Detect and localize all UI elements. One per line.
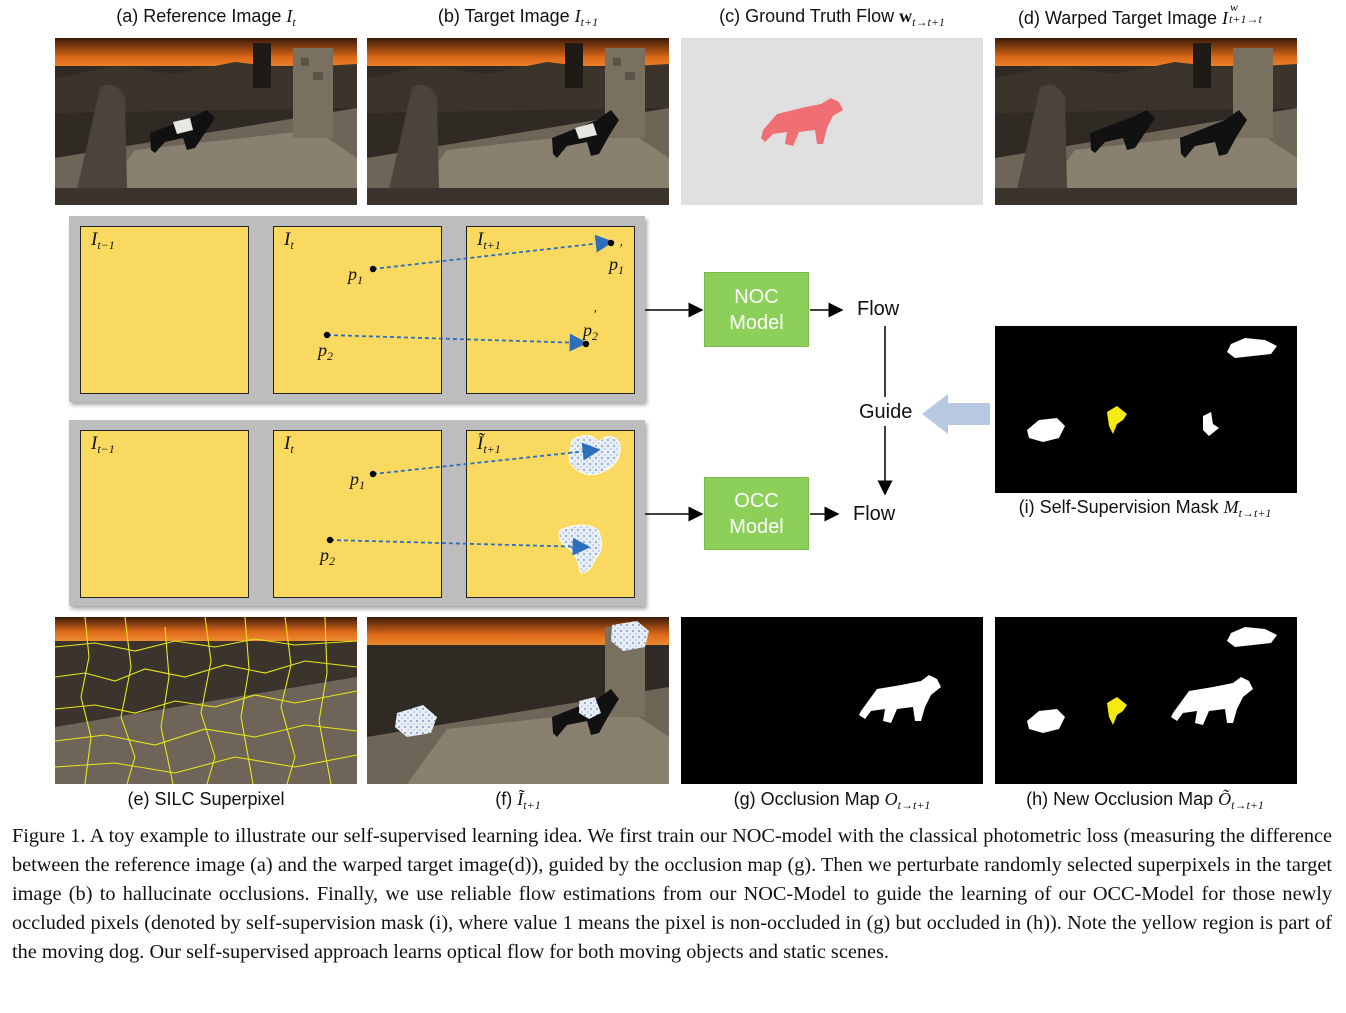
caption-a: (a) Reference Image It bbox=[116, 6, 296, 29]
caption-g: (g) Occlusion Map Ot→t+1 bbox=[733, 789, 931, 812]
frame-top-next: It+1 bbox=[466, 226, 635, 394]
diagram-overlay bbox=[323, 234, 990, 574]
top-p1-label: p1 bbox=[348, 264, 363, 287]
top-p1-flow-arrow bbox=[372, 234, 614, 270]
occlusion-map bbox=[681, 617, 983, 784]
frame-top-prev-label: It−1 bbox=[91, 229, 115, 252]
figure-caption: Figure 1. A toy example to illustrate ou… bbox=[12, 825, 1332, 963]
frame-bottom-prev-label: It−1 bbox=[91, 433, 115, 456]
guide-label: Guide bbox=[859, 401, 913, 423]
perturbed-target-image bbox=[367, 617, 669, 784]
noc-model-box: NOC Model bbox=[704, 272, 809, 347]
frame-top-prev: It−1 bbox=[80, 226, 249, 394]
bottom-p1-label: p1 bbox=[350, 469, 365, 492]
frame-bottom-prev: It−1 bbox=[80, 430, 249, 598]
top-p2-label: p2 bbox=[318, 340, 333, 363]
bottom-p1-flow-arrow bbox=[372, 442, 601, 475]
occlusion-blob-1 bbox=[568, 435, 621, 476]
warped-target-image bbox=[995, 38, 1297, 205]
new-occlusion-map bbox=[995, 617, 1297, 784]
flow-label-bottom: Flow bbox=[853, 503, 896, 525]
caption-i: (i) Self-Supervision Mask Mt→t+1 bbox=[1018, 497, 1272, 520]
caption-c: (c) Ground Truth Flow wt→t+1 bbox=[719, 6, 945, 29]
top-p2prime-label: p2 ′ bbox=[583, 308, 598, 343]
self-supervision-mask bbox=[995, 326, 1297, 493]
target-image bbox=[367, 38, 669, 205]
frame-bottom-curr: It bbox=[273, 430, 442, 598]
frame-top-next-label: It+1 bbox=[477, 229, 501, 252]
frame-top-curr: It bbox=[273, 226, 442, 394]
silc-superpixel-image bbox=[55, 617, 357, 784]
frame-top-curr-label: It bbox=[284, 229, 294, 252]
caption-h: (h) New Occlusion Map Õt→t+1 bbox=[1026, 789, 1264, 812]
occlusion-blob-2 bbox=[558, 524, 602, 574]
caption-b: (b) Target Image It+1 bbox=[437, 6, 599, 29]
flow-label-top: Flow bbox=[857, 298, 900, 320]
guide-block-arrow bbox=[922, 394, 990, 434]
reference-image bbox=[55, 38, 357, 205]
occ-model-box: OCC Model bbox=[704, 477, 809, 550]
ground-truth-flow bbox=[681, 38, 983, 205]
top-p1prime-label: p1 ′ bbox=[609, 242, 624, 277]
bottom-p2-label: p2 bbox=[320, 545, 335, 568]
caption-f: (f) Ĩt+1 bbox=[495, 789, 541, 812]
frame-bottom-curr-label: It bbox=[284, 433, 294, 456]
top-p2-flow-arrow bbox=[326, 333, 588, 352]
caption-e: (e) SILC Superpixel bbox=[127, 789, 285, 809]
bottom-p2-flow-arrow bbox=[329, 537, 591, 556]
frame-bottom-next-label: Ĩt+1 bbox=[477, 433, 501, 456]
